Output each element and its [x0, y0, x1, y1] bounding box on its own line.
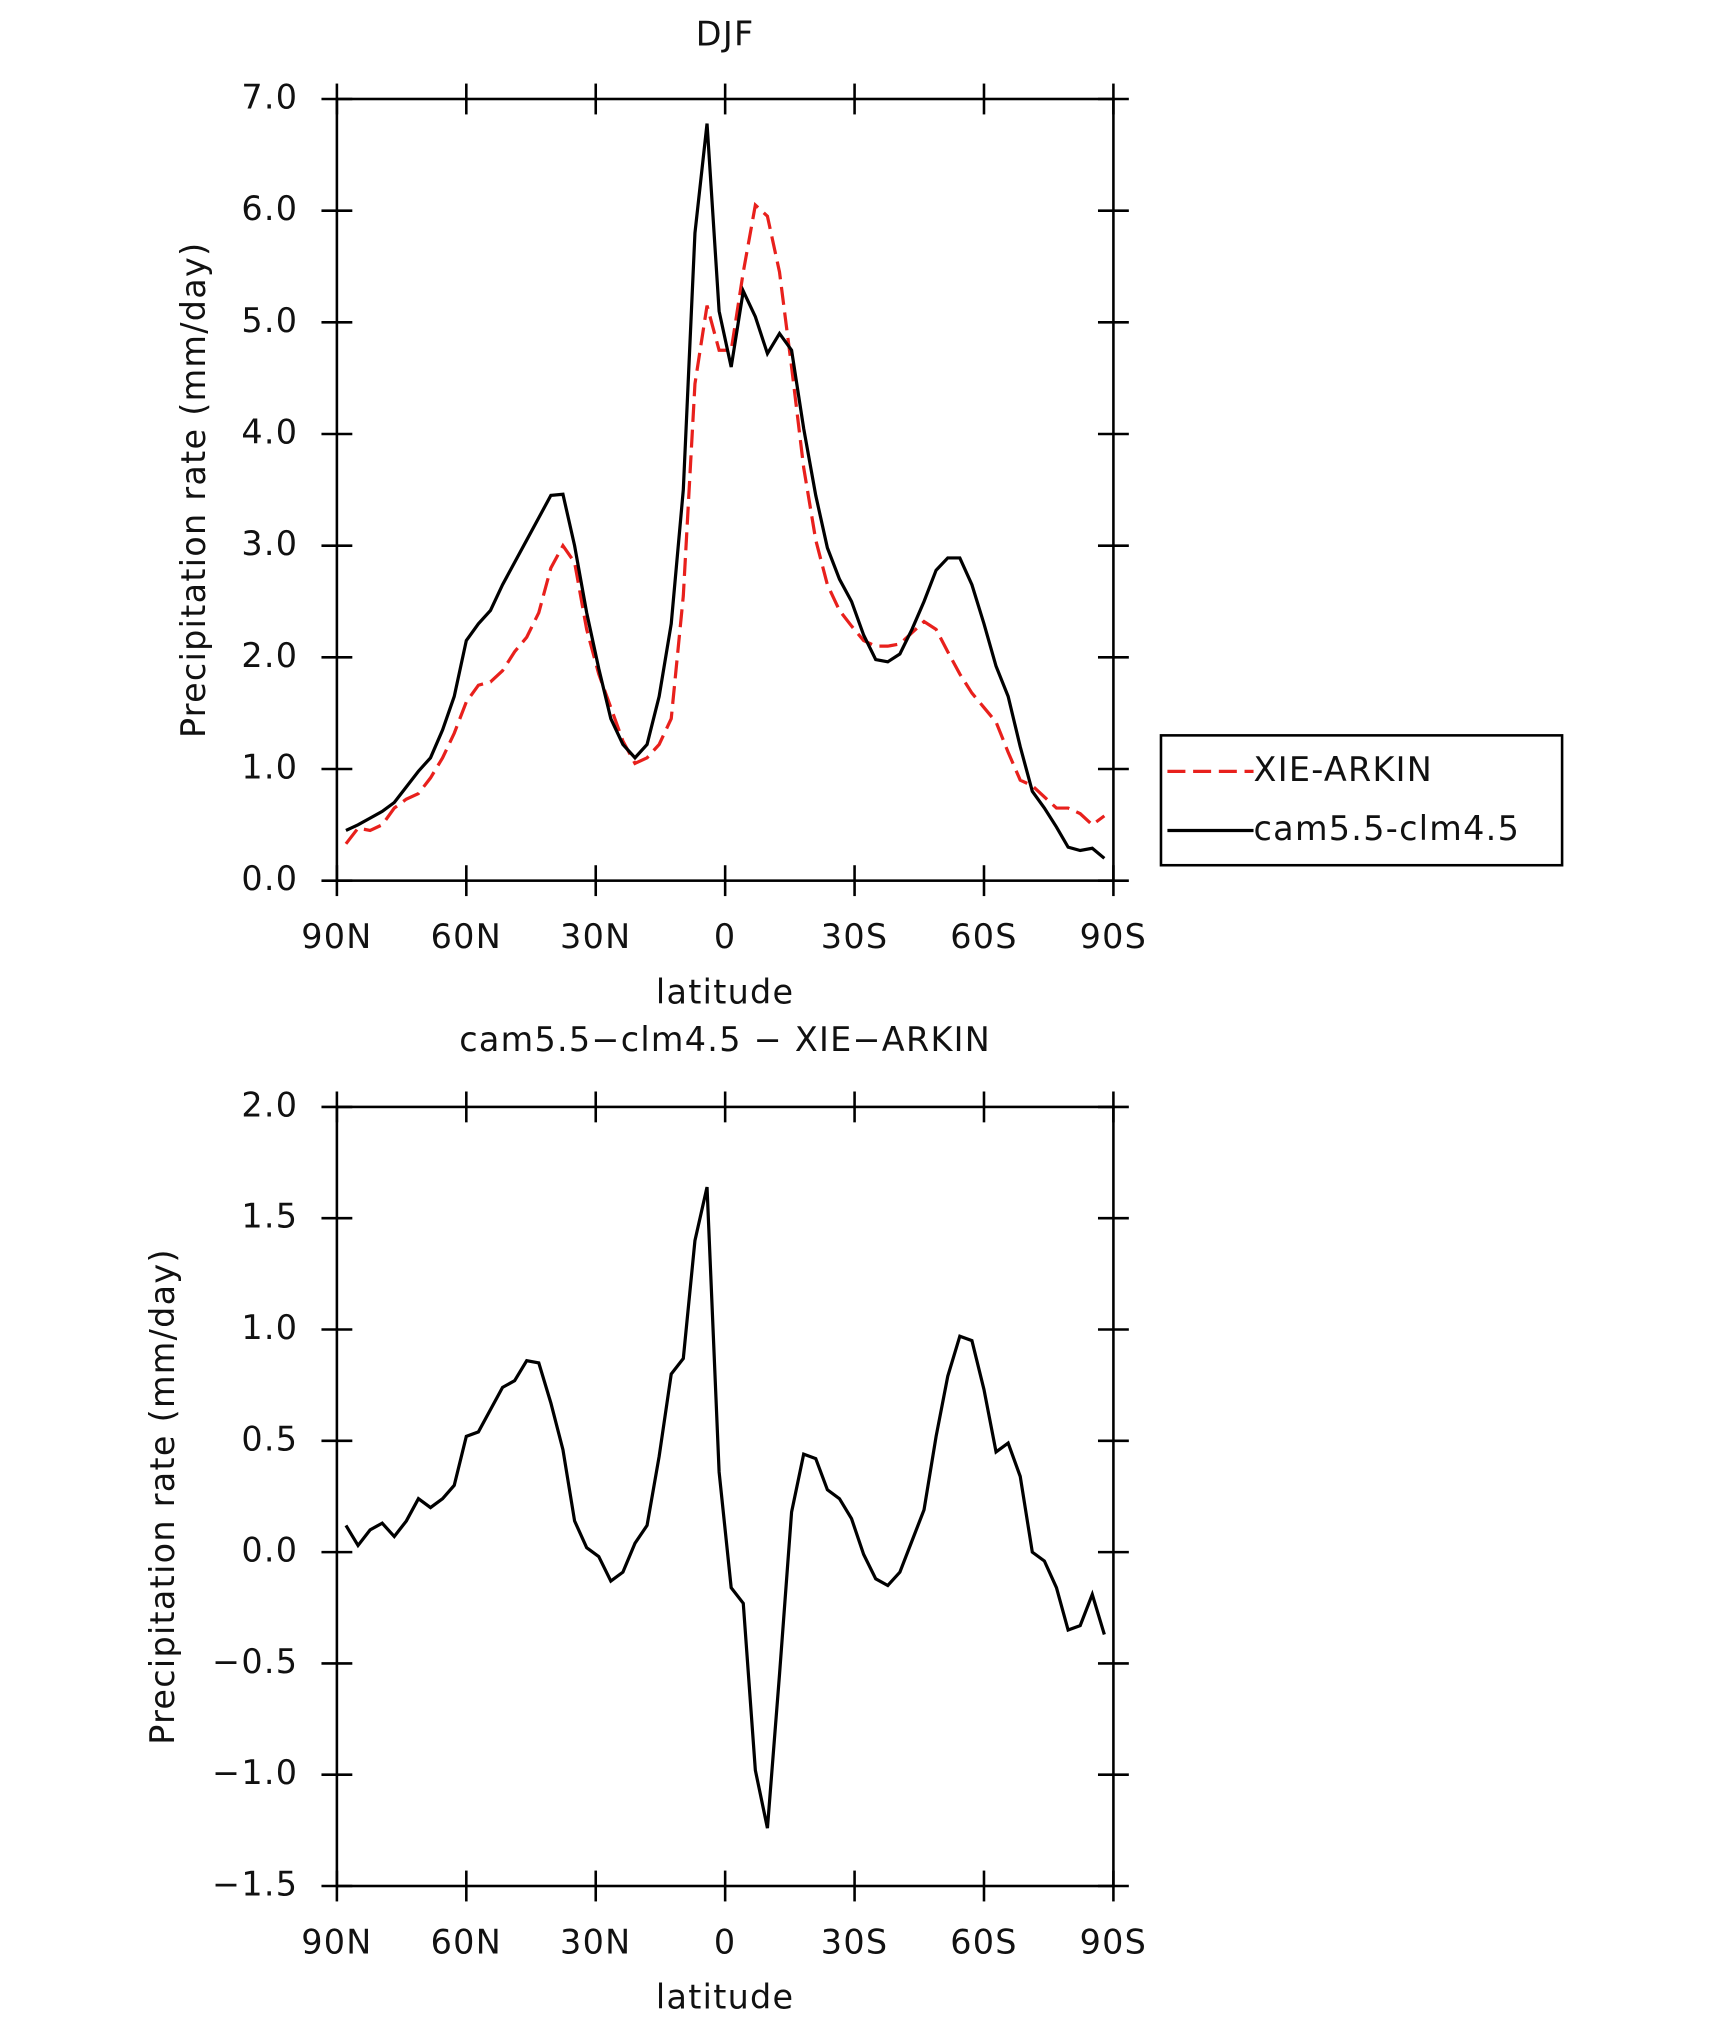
y-tick-label: 3.0	[241, 524, 298, 563]
x-tick-label: 90N	[301, 1922, 372, 1961]
data-line	[344, 1186, 1106, 1829]
y-tick-label: 0.5	[241, 1419, 298, 1458]
x-tick-label: 30S	[821, 917, 889, 956]
y-tick-label: 2.0	[241, 636, 298, 675]
x-tick-label: 90S	[1080, 1922, 1148, 1961]
x-tick-label: 60N	[431, 917, 502, 956]
y-axis-label: Precipitation rate (mm/day)	[143, 1248, 182, 1744]
x-tick-label: 60N	[431, 1922, 502, 1961]
chart-title: DJF	[696, 14, 755, 53]
x-axis-label: latitude	[656, 972, 794, 1011]
series-line	[345, 123, 1106, 860]
y-tick-label: 1.0	[241, 1308, 298, 1347]
y-tick-label: −1.0	[212, 1753, 298, 1792]
series-line	[344, 201, 1106, 845]
x-tick-label: 90S	[1080, 917, 1148, 956]
x-tick-label: 60S	[950, 917, 1018, 956]
y-tick-label: 4.0	[241, 412, 298, 451]
x-axis-label: latitude	[656, 1978, 794, 2017]
plot-frame	[335, 97, 1115, 882]
y-tick-label: 5.0	[241, 301, 298, 340]
y-tick-label: 7.0	[241, 77, 298, 116]
y-tick-label: 1.0	[241, 747, 298, 786]
x-tick-label: 0	[714, 917, 737, 956]
legend-label: cam5.5-clm4.5	[1254, 809, 1521, 848]
y-tick-label: 0.0	[241, 1531, 298, 1570]
y-tick-label: 2.0	[241, 1085, 298, 1124]
x-tick-label: 30S	[821, 1922, 889, 1961]
x-tick-label: 30N	[560, 917, 631, 956]
y-tick-label: 0.0	[241, 859, 298, 898]
x-tick-label: 90N	[301, 917, 372, 956]
y-tick-label: −1.5	[212, 1865, 298, 1904]
y-tick-label: 1.5	[241, 1197, 298, 1236]
y-axis-label: Precipitation rate (mm/day)	[174, 242, 213, 738]
x-tick-label: 0	[714, 1922, 737, 1961]
legend-box	[1159, 734, 1564, 867]
y-tick-label: 6.0	[241, 189, 298, 228]
chart-title: cam5.5−clm4.5 − XIE−ARKIN	[459, 1020, 991, 1059]
plot-frame	[335, 1105, 1115, 1888]
x-tick-label: 60S	[950, 1922, 1018, 1961]
x-tick-label: 30N	[560, 1922, 631, 1961]
y-tick-label: −0.5	[212, 1642, 298, 1681]
legend-label: XIE-ARKIN	[1254, 750, 1434, 789]
